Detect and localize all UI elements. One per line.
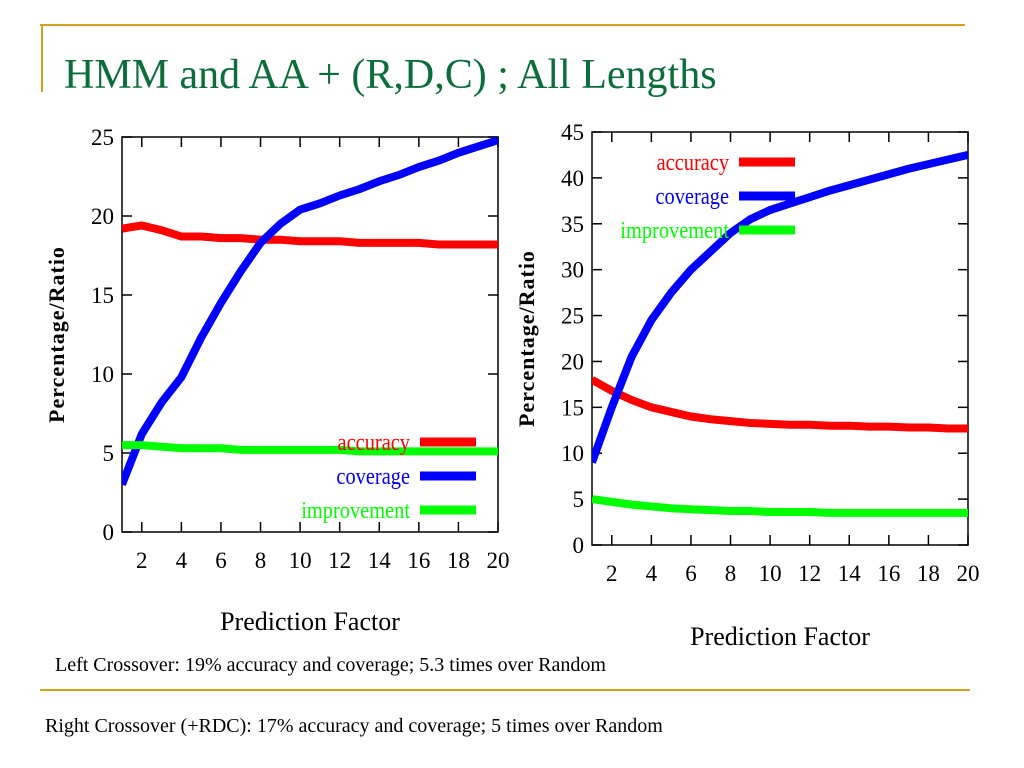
x-tick-label: 2: [606, 561, 618, 586]
x-tick-label: 8: [255, 548, 267, 573]
y-tick-label: 5: [573, 487, 585, 512]
y-tick-label: 45: [561, 120, 584, 145]
y-axis-label: Percentage/Ratio: [44, 246, 69, 423]
y-tick-label: 25: [561, 304, 584, 329]
caption: Right Crossover (+RDC): 17% accuracy and…: [45, 715, 663, 737]
plot-frame: [121, 136, 499, 533]
x-tick-label: 16: [877, 561, 900, 586]
plot-frame: [591, 131, 969, 546]
x-tick-label: 14: [838, 561, 862, 586]
y-tick-label: 35: [561, 212, 584, 237]
y-tick-label: 40: [561, 166, 584, 191]
x-tick-label: 6: [215, 548, 227, 573]
series-line: [592, 376, 968, 433]
series-line: [122, 221, 498, 249]
x-tick-label: 20: [487, 548, 510, 573]
series-line: [592, 151, 968, 464]
legend-label: coverage: [336, 462, 410, 489]
x-tick-label: 8: [725, 561, 737, 586]
x-tick-label: 10: [289, 548, 312, 573]
y-tick-label: 0: [573, 533, 585, 558]
y-tick-label: 15: [561, 395, 584, 420]
x-tick-label: 4: [646, 561, 658, 586]
y-tick-label: 20: [561, 349, 584, 374]
x-tick-label: 18: [447, 548, 470, 573]
x-tick-label: 6: [685, 561, 697, 586]
legend-label: improvement: [620, 216, 729, 243]
y-tick-label: 15: [91, 283, 114, 308]
y-tick-label: 25: [91, 125, 114, 150]
series-line: [122, 137, 498, 487]
x-tick-label: 16: [407, 548, 430, 573]
x-tick-label: 20: [957, 561, 980, 586]
x-tick-label: 10: [759, 561, 782, 586]
y-axis-label: Percentage/Ratio: [514, 250, 539, 427]
plot-lines: [592, 151, 968, 517]
x-tick-label: 4: [176, 548, 188, 573]
x-axis-label: Prediction Factor: [220, 607, 400, 636]
x-tick-label: 18: [917, 561, 940, 586]
legend-label: coverage: [655, 182, 729, 209]
series-line: [592, 495, 968, 517]
x-axis-label: Prediction Factor: [690, 622, 870, 651]
y-tick-label: 10: [91, 362, 114, 387]
legend-label: improvement: [301, 496, 410, 523]
y-tick-label: 5: [103, 441, 115, 466]
x-tick-label: 14: [368, 548, 392, 573]
slide-title: HMM and AA + (R,D,C) ; All Lengths: [64, 52, 717, 98]
caption: Left Crossover: 19% accuracy and coverag…: [55, 654, 606, 676]
legend-label: accuracy: [338, 428, 411, 455]
y-tick-label: 0: [103, 520, 115, 545]
x-tick-label: 12: [328, 548, 351, 573]
x-tick-label: 2: [136, 548, 148, 573]
plot-lines: [122, 137, 498, 487]
y-tick-label: 20: [91, 204, 114, 229]
y-tick-label: 30: [561, 258, 584, 283]
x-tick-label: 12: [798, 561, 821, 586]
series-line: [122, 441, 498, 456]
y-tick-label: 10: [561, 441, 584, 466]
legend-label: accuracy: [657, 148, 730, 175]
